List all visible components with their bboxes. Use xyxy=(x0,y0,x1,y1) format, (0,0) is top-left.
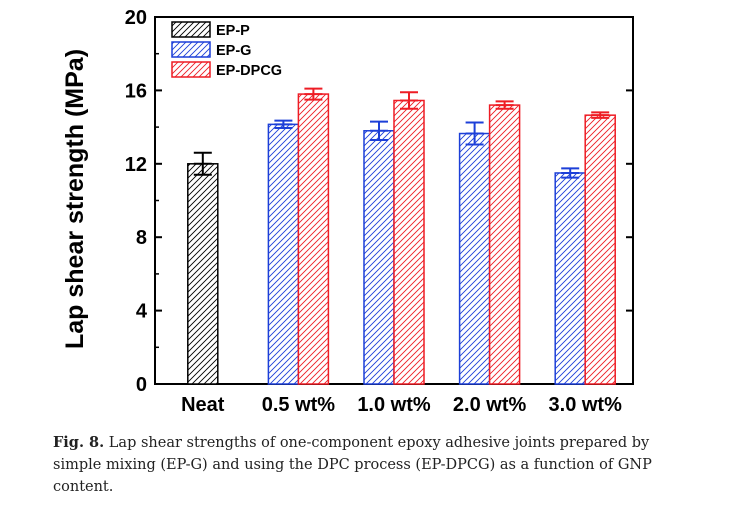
y-tick-label: 12 xyxy=(125,154,147,176)
legend-swatch xyxy=(171,61,211,78)
bar-ep-g xyxy=(267,123,300,385)
y-axis-title: Lap shear strength (MPa) xyxy=(61,49,89,349)
legend-label: EP-P xyxy=(216,23,250,39)
x-axis-labels: Neat 0.5 wt% 1.0 wt% 2.0 wt% 3.0 wt% xyxy=(181,394,622,416)
bar-ep-dpcg xyxy=(297,93,330,385)
figure-caption: Fig. 8. Lap shear strengths of one-compo… xyxy=(53,432,693,498)
y-tick-label: 20 xyxy=(125,7,147,29)
legend-label: EP-DPCG xyxy=(216,63,282,79)
bar-ep-g xyxy=(458,132,491,385)
legend-swatch xyxy=(171,41,211,58)
y-tick-label: 16 xyxy=(125,80,147,102)
y-tick-label: 4 xyxy=(136,301,148,323)
x-tick-label: Neat xyxy=(181,394,225,416)
legend-label: EP-G xyxy=(216,43,251,59)
x-tick-label: 2.0 wt% xyxy=(453,394,527,416)
caption-label: Fig. 8. xyxy=(53,434,105,451)
plot-area xyxy=(154,16,634,385)
y-axis-ticks: 0 4 8 12 16 20 xyxy=(125,7,633,396)
bar-ep-p xyxy=(187,163,219,385)
legend-swatch xyxy=(171,21,211,38)
bar-ep-dpcg xyxy=(393,99,425,385)
legend: EP-P EP-G EP-DPCG xyxy=(171,21,282,79)
y-tick-label: 8 xyxy=(136,227,147,249)
x-tick-label: 3.0 wt% xyxy=(549,394,623,416)
bar-ep-dpcg xyxy=(488,104,521,385)
x-tick-label: 0.5 wt% xyxy=(262,394,336,416)
bar-ep-g xyxy=(554,172,586,385)
y-tick-label: 0 xyxy=(136,374,147,396)
caption-text: Lap shear strengths of one-component epo… xyxy=(53,435,652,495)
x-tick-label: 1.0 wt% xyxy=(357,394,431,416)
bar-ep-dpcg xyxy=(584,114,616,385)
bar-ep-g xyxy=(363,130,395,385)
